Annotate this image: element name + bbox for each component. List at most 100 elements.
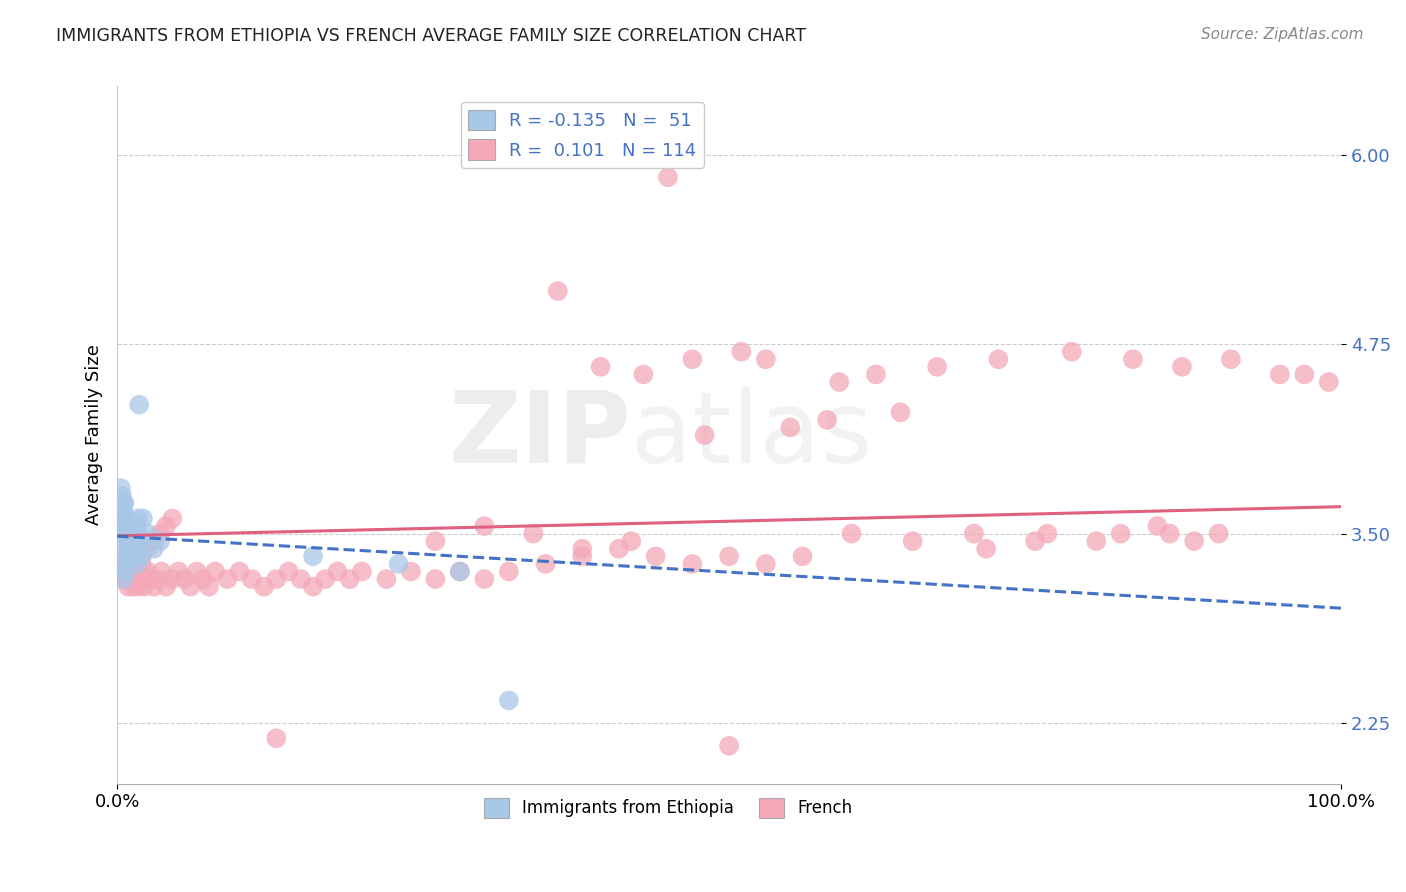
Point [110,511,132,525]
Point [124,565,146,579]
Point [290,572,312,586]
Point [114,572,136,586]
Point [114,534,136,549]
Point [620,534,643,549]
Point [217,572,239,586]
Point [115,557,138,571]
Point [302,549,325,564]
Point [115,519,138,533]
Text: IMMIGRANTS FROM ETHIOPIA VS FRENCH AVERAGE FAMILY SIZE CORRELATION CHART: IMMIGRANTS FROM ETHIOPIA VS FRENCH AVERA… [56,27,806,45]
Point [136,565,159,579]
Point [1294,368,1316,382]
Point [974,541,997,556]
Point [110,481,132,495]
Point [124,534,146,549]
Point [121,549,143,564]
Point [987,352,1010,367]
Point [117,526,139,541]
Point [901,534,924,549]
Point [534,557,557,571]
Point [1182,534,1205,549]
Point [657,170,679,185]
Point [228,565,250,579]
Point [114,549,136,564]
Point [155,580,177,594]
Point [121,519,143,533]
Point [129,541,152,556]
Point [1060,344,1083,359]
Point [927,359,949,374]
Point [681,352,703,367]
Point [131,549,153,564]
Point [118,565,141,579]
Point [1109,526,1132,541]
Point [125,557,148,571]
Point [302,580,325,594]
Point [112,572,135,586]
Point [132,572,155,586]
Point [198,580,221,594]
Point [122,534,145,549]
Point [122,580,145,594]
Point [129,565,152,579]
Point [865,368,887,382]
Point [607,541,630,556]
Point [180,580,202,594]
Point [121,549,143,564]
Point [120,572,142,586]
Point [472,519,495,533]
Point [375,572,398,586]
Point [146,572,169,586]
Point [571,541,593,556]
Point [115,549,138,564]
Point [173,572,195,586]
Legend: Immigrants from Ethiopia, French: Immigrants from Ethiopia, French [477,791,859,824]
Point [889,405,911,419]
Point [108,519,131,533]
Point [498,693,520,707]
Point [124,557,146,571]
Point [1036,526,1059,541]
Point [186,565,208,579]
Point [136,541,159,556]
Point [472,572,495,586]
Point [127,526,149,541]
Point [149,534,172,549]
Point [118,534,141,549]
Point [142,534,165,549]
Point [253,580,276,594]
Point [828,375,851,389]
Point [128,572,150,586]
Point [155,519,177,533]
Point [112,504,135,518]
Point [425,572,447,586]
Point [963,526,986,541]
Point [1122,352,1144,367]
Point [112,572,135,586]
Point [1208,526,1230,541]
Point [118,526,141,541]
Point [121,557,143,571]
Point [162,572,184,586]
Point [498,565,520,579]
Point [755,352,778,367]
Point [589,359,612,374]
Point [114,511,136,525]
Point [162,511,184,525]
Point [326,565,349,579]
Point [240,572,263,586]
Point [111,489,134,503]
Point [120,534,142,549]
Point [111,526,134,541]
Point [120,534,142,549]
Point [633,368,655,382]
Point [693,428,716,442]
Point [114,511,136,525]
Point [277,565,299,579]
Point [779,420,801,434]
Point [339,572,361,586]
Point [120,541,142,556]
Point [117,526,139,541]
Point [191,572,214,586]
Y-axis label: Average Family Size: Average Family Size [86,344,103,525]
